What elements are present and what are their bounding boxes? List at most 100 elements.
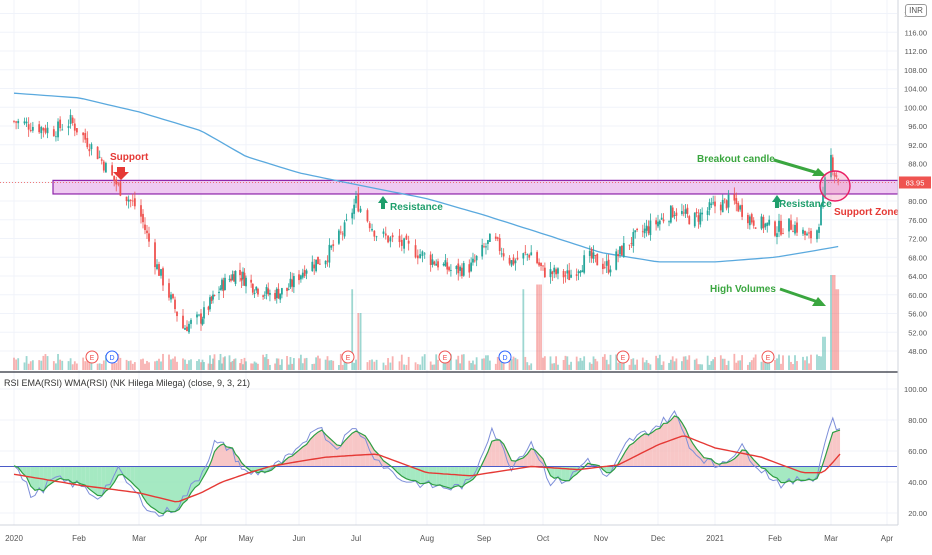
volume-bar [243,357,246,370]
volume-bar [188,360,190,370]
volume-bar [239,363,241,370]
candle-body [708,202,711,210]
candle-body [31,126,34,131]
price-axis-bg [898,0,932,550]
candle-body [250,279,253,283]
volume-bar [198,359,200,370]
candle-body [594,255,597,256]
volume-bar [274,363,276,370]
rsi-fill [352,431,356,467]
candle-body [628,244,631,246]
volume-bar [98,363,101,370]
price-tick-label: 92.00 [908,141,927,150]
rsi-fill [47,466,52,487]
candle-body [818,227,820,233]
candle-body [207,306,210,310]
volume-bar [737,360,740,370]
volume-bar [67,361,70,370]
volume-bar [52,361,55,370]
volume-bar [88,358,91,370]
volume-bar [311,364,314,370]
resistance-right-label: Resistance [779,199,832,210]
volume-bar [382,362,385,370]
price-tick-label: 80.00 [908,197,927,206]
volume-bar [301,363,304,370]
volume-bar [15,359,17,370]
volume-bar [17,358,20,370]
grid-layer [0,0,932,526]
candle-body [15,121,17,123]
volume-bar [23,362,26,370]
rsi-fill [251,466,255,472]
rsi-fill [491,439,496,467]
candle-body [400,239,403,246]
candle-body [768,219,771,225]
candle-body [583,255,586,273]
volume-bar [583,356,586,370]
candle-body [186,326,188,332]
candle-body [643,228,646,234]
candle-body [102,161,105,171]
volume-bar [240,358,243,370]
candle-body [391,235,394,238]
candle-body [46,127,49,134]
volume-bar [776,358,778,370]
candle-body [113,175,116,181]
candle-body [269,293,271,295]
candle-body [788,218,790,232]
candle-body [592,252,595,259]
candle-body [566,270,569,274]
rsi-fill [832,431,837,467]
rsi-fill [450,466,455,489]
currency-badge[interactable]: INR [905,4,927,17]
price-tick-label: 116.00 [905,28,927,37]
volume-bar [526,362,529,370]
rsi-fill [76,466,82,484]
rsi-fill [318,430,322,467]
volume-bar [658,354,661,370]
candle-body [470,262,473,272]
volume-bar [338,365,340,370]
candle-body [219,288,222,290]
event-marker-label: E [443,355,448,362]
candle-body [634,230,637,233]
candle-body [84,133,87,140]
volume-bar [207,363,210,370]
volume-bar [281,359,283,370]
candle-body [657,221,659,227]
candle-body [281,288,283,295]
volume-bar [61,360,64,370]
volume-bar [630,359,633,370]
volume-bar [111,357,114,370]
candle-body [485,246,487,248]
candle-body [542,265,544,267]
volume-bar [328,360,331,370]
volume-bar [196,361,198,370]
candle-body [384,233,387,236]
high-volumes-arrow-line [779,287,819,304]
time-tick-label: Mar [132,534,146,543]
volume-bar [330,360,333,370]
rsi-fill [447,466,451,489]
volume-bar [291,363,294,370]
volume-bar [682,356,685,370]
volume-bar [566,356,569,370]
candle-body [516,257,519,260]
volume-bar [485,355,487,370]
volume-bar [154,361,156,370]
volume-bar [213,354,216,370]
volume-bar [146,360,148,370]
volume-bar [435,354,438,370]
candle-body [341,233,344,235]
volume-bar [324,359,327,370]
candle-body [353,204,355,214]
candle-body [111,165,114,176]
rsi-fill [114,466,119,483]
volume-bar [219,353,222,370]
rsi-fill [147,466,151,507]
volume-bar [407,356,410,370]
rsi-fill [93,466,98,496]
rsi-fill [229,447,233,467]
candle-body [405,235,408,240]
time-tick-label: Feb [768,534,782,543]
